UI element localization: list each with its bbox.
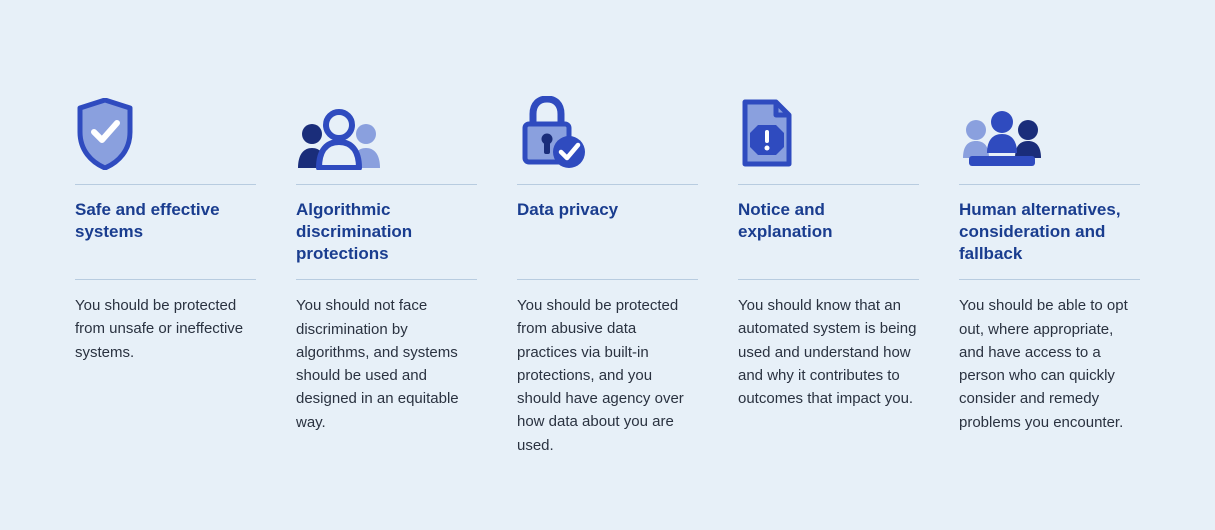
card-title: Algorithmic discrimination protections <box>296 199 477 265</box>
card-algorithmic-discrimination: Algorithmic discrimination protections Y… <box>296 90 477 490</box>
card-body: You should be protected from unsafe or i… <box>75 294 256 394</box>
lock-check-icon <box>517 90 698 170</box>
divider <box>959 184 1140 185</box>
divider <box>738 279 919 280</box>
card-body: You should know that an automated system… <box>738 294 919 410</box>
card-human-alternatives: Human alternatives, consideration and fa… <box>959 90 1140 490</box>
card-title: Safe and effective systems <box>75 199 256 265</box>
card-body: You should not face discrimination by al… <box>296 294 477 434</box>
divider <box>738 184 919 185</box>
card-body: You should be able to opt out, where app… <box>959 294 1140 434</box>
infographic-page: Safe and effective systems You should be… <box>0 0 1215 530</box>
card-notice-explanation: Notice and explanation You should know t… <box>738 90 919 490</box>
divider <box>296 279 477 280</box>
divider <box>517 279 698 280</box>
divider <box>296 184 477 185</box>
card-data-privacy: Data privacy You should be protected fro… <box>517 90 698 490</box>
card-title: Notice and explanation <box>738 199 919 265</box>
document-warning-icon <box>738 90 919 170</box>
divider <box>75 184 256 185</box>
divider <box>75 279 256 280</box>
card-body: You should be protected from abusive dat… <box>517 294 698 457</box>
shield-check-icon <box>75 90 256 170</box>
card-safe-systems: Safe and effective systems You should be… <box>75 90 256 490</box>
people-group-icon <box>296 90 477 170</box>
people-table-icon <box>959 90 1140 170</box>
divider <box>959 279 1140 280</box>
card-title: Human alternatives, consideration and fa… <box>959 199 1140 265</box>
card-title: Data privacy <box>517 199 698 265</box>
divider <box>517 184 698 185</box>
